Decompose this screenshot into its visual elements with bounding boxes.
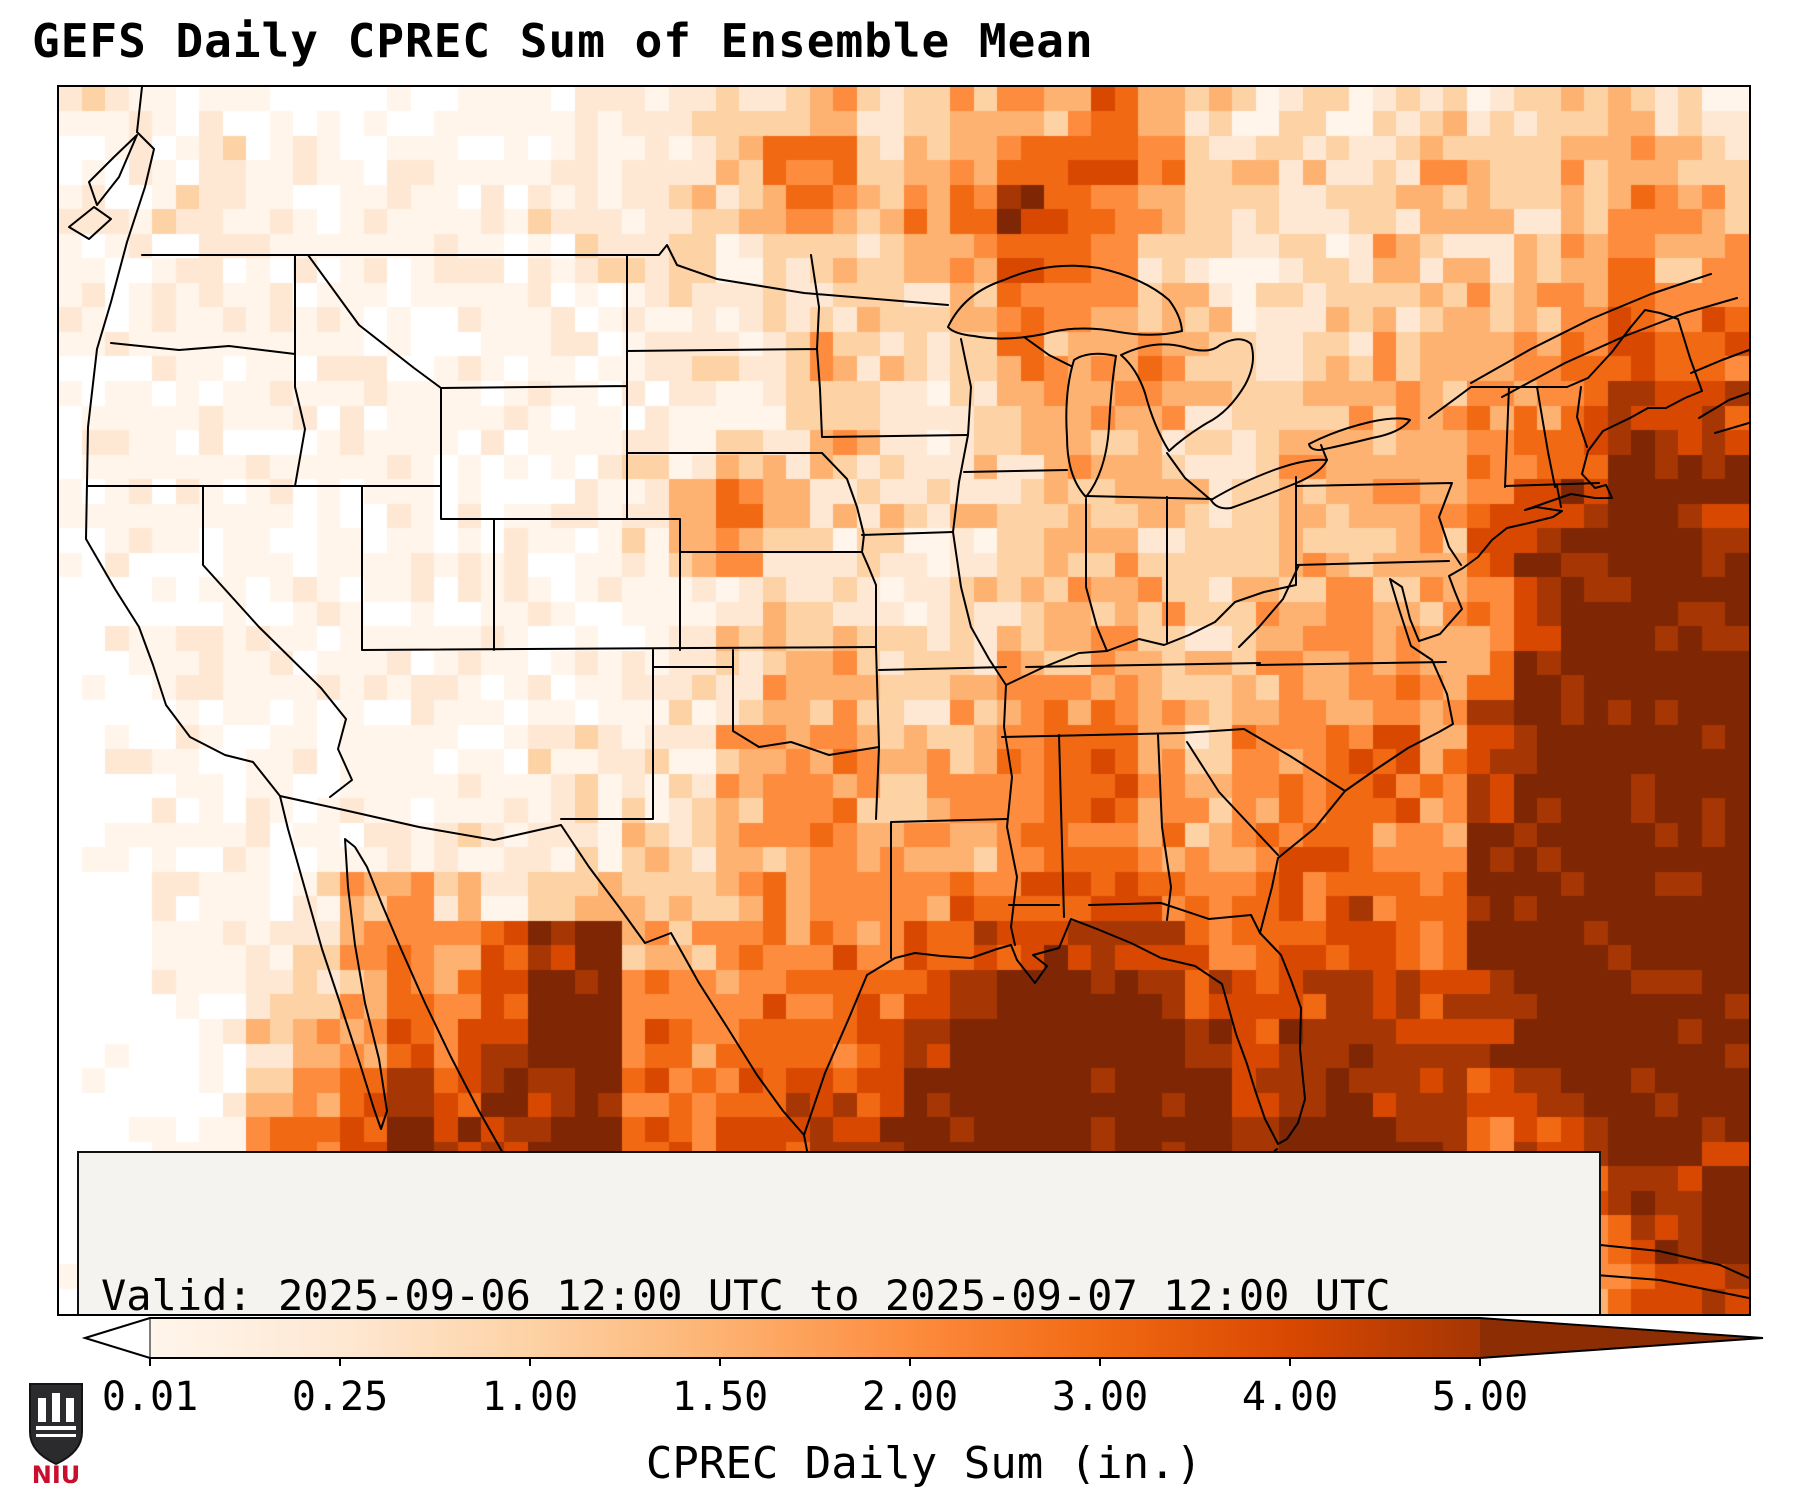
mississippi-river (952, 338, 1018, 946)
lake-huron (1120, 338, 1254, 452)
colorbar-tick-label: 1.00 (481, 1374, 579, 1420)
colorbar-tickmarks (149, 1358, 1481, 1366)
colorbar-tick-label: 5.00 (1431, 1374, 1529, 1420)
colorbar-ticks: 0.01 0.25 1.00 1.50 2.00 3.00 4.00 5.00 (0, 1374, 1803, 1424)
state-borders (68, 87, 1749, 1314)
state-lines-southeast (1001, 662, 1346, 934)
valid-run-info-box: Valid: 2025-09-06 12:00 UTC to 2025-09-0… (77, 1151, 1601, 1316)
state-lines-west (87, 254, 877, 798)
lake-michigan (1065, 352, 1117, 498)
colorbar-tick-label: 0.01 (101, 1374, 199, 1420)
plot-title: GEFS Daily CPREC Sum of Ensemble Mean (32, 14, 1094, 68)
colorbar-tick-label: 1.50 (671, 1374, 769, 1420)
colorbar (82, 1317, 1764, 1366)
state-lines-midwest (963, 336, 1297, 686)
valid-line: Valid: 2025-09-06 12:00 UTC to 2025-09-0… (101, 1271, 1391, 1316)
state-lines-northeast (1238, 386, 1600, 666)
colorbar-tick-label: 3.00 (1051, 1374, 1149, 1420)
colorbar-tick-label: 2.00 (861, 1374, 959, 1420)
colorbar-tick-label: 4.00 (1241, 1374, 1339, 1420)
colorbar-gradient-bar (150, 1318, 1480, 1358)
precip-field (59, 87, 1749, 1314)
gulf-atlantic-coastline (803, 390, 1703, 1145)
castle-icon (36, 1393, 76, 1437)
niu-logo: NIU (29, 1383, 83, 1486)
us-mexico-border (279, 795, 805, 1136)
nova-scotia (1690, 349, 1749, 434)
lake-superior (947, 264, 1183, 340)
niu-wordmark: NIU (32, 1461, 81, 1486)
maine-canada-border (1428, 309, 1703, 419)
lake-ontario (1308, 417, 1411, 461)
canada-border-west (141, 244, 949, 306)
pacific-coastline (85, 87, 636, 1314)
map-frame: Valid: 2025-09-06 12:00 UTC to 2025-09-0… (57, 85, 1751, 1316)
state-lines-plains (560, 254, 1008, 959)
colorbar-over-arrow (1480, 1318, 1763, 1358)
st-lawrence (1470, 273, 1738, 398)
colorbar-tick-label: 0.25 (291, 1374, 389, 1420)
vancouver-island (68, 134, 138, 240)
colorbar-under-arrow (83, 1317, 151, 1359)
colorbar-axis-label: CPREC Daily Sum (in.) (645, 1438, 1203, 1489)
lake-erie (1166, 452, 1328, 510)
